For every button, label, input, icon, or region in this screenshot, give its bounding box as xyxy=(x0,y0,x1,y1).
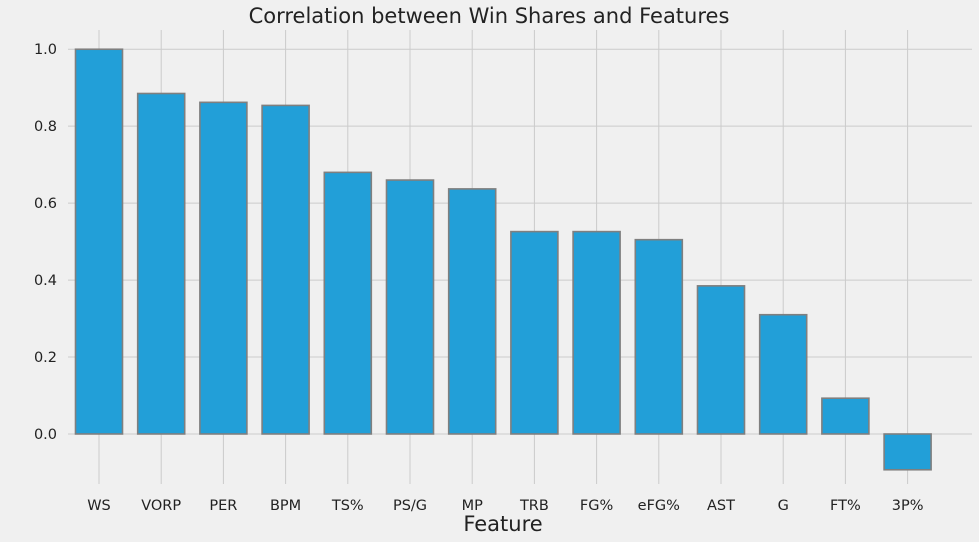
bar-efg- xyxy=(634,238,684,435)
x-tick-label: FG% xyxy=(580,498,613,514)
y-tick-label: 1.0 xyxy=(34,42,57,58)
x-tick-label: WS xyxy=(87,498,111,514)
chart-title: Correlation between Win Shares and Featu… xyxy=(249,4,730,28)
x-tick-label: PS/G xyxy=(393,498,427,514)
y-tick-label: 0.8 xyxy=(34,119,57,135)
bar-3p- xyxy=(883,433,932,471)
bar-g xyxy=(758,313,808,435)
x-axis-label: Feature xyxy=(463,512,542,536)
y-tick-label: 0.2 xyxy=(34,350,57,366)
x-tick-label: PER xyxy=(209,498,237,514)
x-tick-label: G xyxy=(778,498,789,514)
x-tick-label: TS% xyxy=(331,498,364,514)
bar-ft- xyxy=(821,397,870,435)
bar-mp xyxy=(447,188,497,435)
y-tick-label: 0.6 xyxy=(34,196,57,212)
x-tick-label: BPM xyxy=(270,498,301,514)
x-tick-label: 3P% xyxy=(892,498,924,514)
y-axis-ticks: 0.0 0.2 0.4 0.6 0.8 1.0 xyxy=(34,42,57,443)
y-tick-label: 0.0 xyxy=(34,427,57,443)
x-tick-label: VORP xyxy=(141,498,181,514)
bar-fg- xyxy=(572,230,621,435)
bar-ast xyxy=(696,285,746,435)
x-tick-label: FT% xyxy=(830,498,861,514)
x-axis-ticks: WS VORP PER BPM TS% PS/G MP TRB FG% eFG% AST G FT% 3P… xyxy=(87,498,923,514)
y-tick-label: 0.4 xyxy=(34,273,57,289)
bar-per xyxy=(199,101,248,435)
bar-ps-g xyxy=(385,179,435,435)
bar-ts- xyxy=(323,171,373,435)
x-tick-label: MP xyxy=(462,498,484,514)
bar-bpm xyxy=(261,104,310,435)
bars xyxy=(74,48,932,471)
x-tick-label: AST xyxy=(707,498,735,514)
bar-vorp xyxy=(136,92,186,435)
bar-trb xyxy=(510,230,559,435)
x-tick-label: TRB xyxy=(519,498,549,514)
x-tick-label: eFG% xyxy=(638,498,680,514)
bar-ws xyxy=(74,48,124,435)
